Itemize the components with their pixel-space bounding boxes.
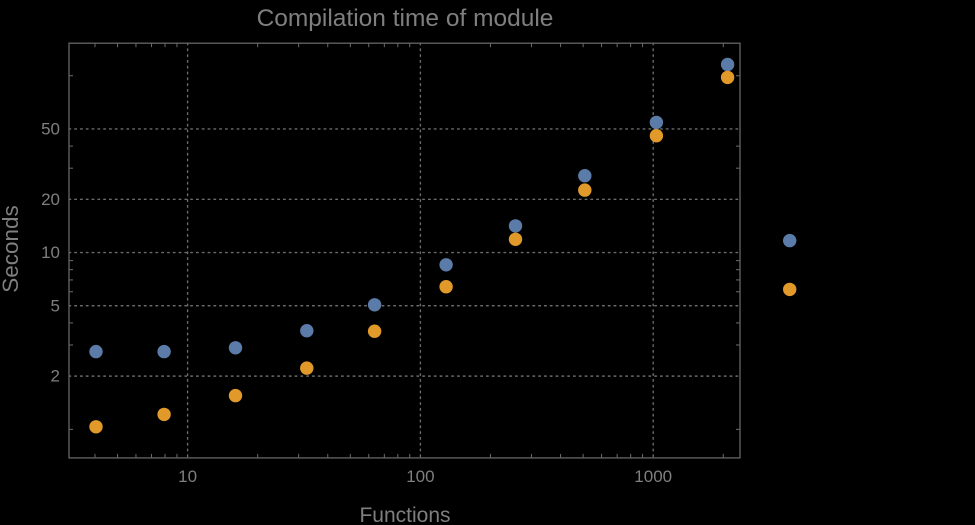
svg-text:10: 10 <box>41 243 60 262</box>
svg-text:Compilation time of module: Compilation time of module <box>257 5 554 32</box>
svg-text:100: 100 <box>406 467 434 486</box>
svg-text:2: 2 <box>51 367 60 386</box>
svg-text:Seconds: Seconds <box>0 205 23 293</box>
svg-text:5: 5 <box>51 296 60 315</box>
svg-text:50: 50 <box>41 119 60 138</box>
svg-text:1000: 1000 <box>634 467 672 486</box>
svg-text:10: 10 <box>178 467 197 486</box>
svg-text:20: 20 <box>41 190 60 209</box>
svg-text:Functions: Functions <box>359 504 450 525</box>
